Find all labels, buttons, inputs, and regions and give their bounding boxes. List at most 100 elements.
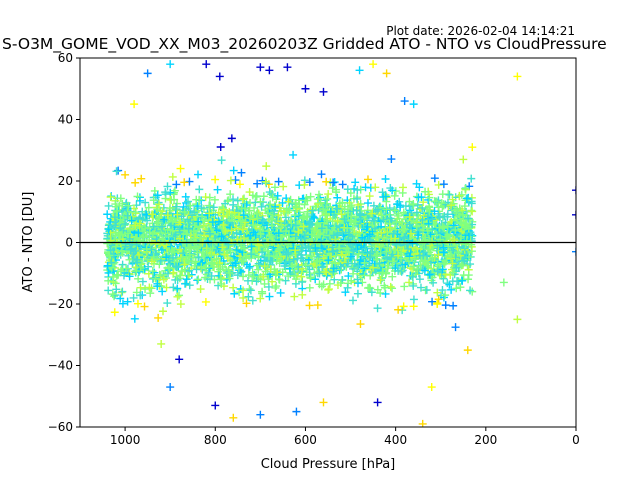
scatter-point — [468, 207, 477, 216]
scatter-point — [256, 410, 265, 419]
x-axis-label: Cloud Pressure [hPa] — [261, 457, 396, 472]
scatter-point — [118, 260, 127, 269]
scatter-point — [289, 255, 298, 264]
scatter-point — [198, 258, 207, 267]
scatter-point — [183, 197, 192, 206]
scatter-point — [155, 212, 164, 221]
scatter-point — [366, 249, 375, 258]
scatter-point — [451, 253, 460, 262]
scatter-point — [108, 273, 117, 282]
scatter-point — [379, 215, 388, 224]
scatter-point — [288, 220, 297, 229]
scatter-point — [266, 200, 275, 209]
scatter-point — [234, 212, 243, 221]
scatter-point — [103, 239, 112, 248]
scatter-point — [464, 214, 473, 223]
scatter-point — [262, 162, 271, 171]
scatter-point — [374, 233, 383, 242]
scatter-point — [134, 215, 143, 224]
scatter-point — [157, 245, 166, 254]
scatter-point — [217, 275, 226, 284]
scatter-point — [181, 192, 190, 201]
scatter-point — [192, 265, 201, 274]
scatter-point — [252, 192, 261, 201]
scatter-point — [284, 240, 293, 249]
scatter-point — [399, 225, 408, 234]
scatter-point — [449, 301, 458, 310]
scatter-point — [439, 248, 448, 257]
scatter-point — [280, 209, 289, 218]
scatter-point — [405, 197, 414, 206]
scatter-point — [373, 285, 382, 294]
scatter-point — [104, 276, 113, 285]
scatter-point — [114, 230, 123, 239]
scatter-point — [358, 233, 367, 242]
scatter-point — [181, 279, 190, 288]
scatter-point — [314, 190, 323, 199]
scatter-point — [200, 215, 209, 224]
scatter-point — [438, 286, 447, 295]
scatter-point — [226, 176, 235, 185]
scatter-point — [117, 288, 126, 297]
scatter-point — [118, 287, 127, 296]
scatter-point — [284, 272, 293, 281]
scatter-point — [161, 188, 170, 197]
scatter-point — [405, 278, 414, 287]
scatter-point — [409, 281, 418, 290]
scatter-point — [425, 270, 434, 279]
scatter-point — [468, 143, 477, 152]
scatter-point — [326, 207, 335, 216]
scatter-point — [425, 193, 434, 202]
scatter-point — [343, 244, 352, 253]
scatter-point — [132, 267, 141, 276]
scatter-point — [239, 211, 248, 220]
scatter-point — [353, 289, 362, 298]
scatter-point — [329, 231, 338, 240]
scatter-point — [171, 275, 180, 284]
x-tick-label: 0 — [572, 433, 580, 447]
scatter-point — [467, 206, 476, 215]
scatter-point — [131, 221, 140, 230]
scatter-point — [459, 271, 468, 280]
scatter-point — [149, 222, 158, 231]
scatter-point — [367, 247, 376, 256]
scatter-point — [323, 216, 332, 225]
scatter-point — [372, 251, 381, 260]
scatter-point — [162, 253, 171, 262]
scatter-point — [247, 242, 256, 251]
scatter-point — [280, 261, 289, 270]
scatter-point — [194, 253, 203, 262]
scatter-point — [216, 265, 225, 274]
scatter-point — [249, 228, 258, 237]
scatter-point — [248, 296, 257, 305]
scatter-point — [264, 251, 273, 260]
scatter-point — [228, 261, 237, 270]
scatter-point — [437, 199, 446, 208]
scatter-point — [422, 285, 431, 294]
scatter-point — [448, 268, 457, 277]
scatter-point — [391, 187, 400, 196]
scatter-point — [173, 210, 182, 219]
scatter-point — [225, 207, 234, 216]
scatter-point — [112, 271, 121, 280]
scatter-point — [467, 174, 476, 183]
scatter-point — [413, 264, 422, 273]
scatter-point — [263, 209, 272, 218]
scatter-point — [203, 237, 212, 246]
scatter-point — [299, 222, 308, 231]
scatter-point — [375, 259, 384, 268]
scatter-point — [347, 215, 356, 224]
scatter-point — [346, 240, 355, 249]
scatter-point — [291, 212, 300, 221]
scatter-point — [389, 229, 398, 238]
scatter-point — [185, 281, 194, 290]
scatter-point — [336, 278, 345, 287]
scatter-point — [227, 134, 236, 143]
scatter-point — [200, 252, 209, 261]
scatter-point — [110, 308, 119, 317]
scatter-point — [447, 201, 456, 210]
scatter-point — [104, 201, 113, 210]
scatter-point — [368, 209, 377, 218]
scatter-point — [308, 206, 317, 215]
